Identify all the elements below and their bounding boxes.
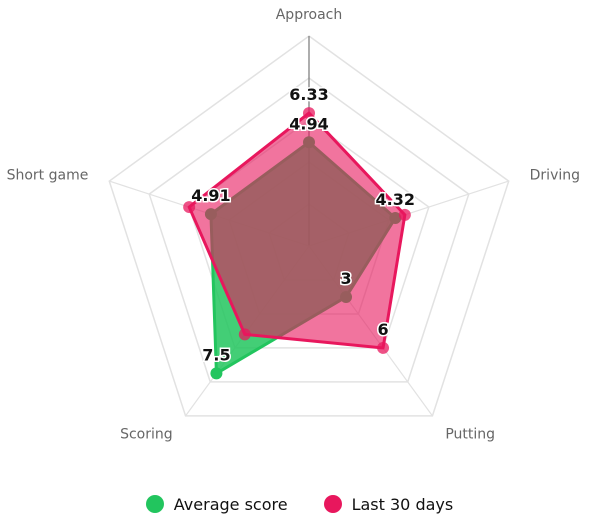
point-last-30-days-short-game[interactable]	[183, 201, 196, 214]
point-average-score-scoring[interactable]	[210, 367, 223, 380]
grid-ring-5	[108, 35, 510, 417]
grid-ring-4	[148, 77, 470, 383]
axis-label-approach: Approach	[276, 7, 343, 23]
value-label-average-score-short-game: 4.91	[191, 186, 230, 205]
point-last-30-days-putting[interactable]	[377, 341, 390, 354]
series-area-last-30-days	[187, 111, 407, 350]
value-label-average-score-driving: 4.32	[376, 190, 415, 209]
value-label-average-score-scoring: 7.5	[202, 345, 230, 364]
legend-item-last-30-days[interactable]: Last 30 days	[323, 494, 454, 514]
axis-labels: Approach Driving Putting Scoring Short game	[7, 7, 580, 443]
axis-label-short-game: Short game	[7, 167, 89, 183]
value-label-average-score-putting: 3	[340, 269, 351, 288]
axis-label-putting: Putting	[445, 427, 495, 443]
value-label-last-30-days-approach: 6.33	[289, 85, 328, 104]
point-last-30-days-driving[interactable]	[398, 208, 411, 221]
legend-label-last-30-days: Last 30 days	[351, 494, 454, 514]
value-label-last-30-days-putting: 6	[377, 320, 388, 339]
point-last-30-days-approach[interactable]	[303, 107, 315, 120]
legend-marker-average-score	[145, 495, 164, 513]
value-label-average-score-approach: 4.94	[289, 114, 328, 133]
legend: Average score Last 30 days	[0, 492, 599, 516]
legend-label-average-score: Average score	[173, 494, 288, 514]
axis-label-scoring: Scoring	[120, 427, 173, 443]
axis-label-driving: Driving	[530, 167, 580, 183]
legend-marker-last-30-days	[323, 495, 342, 513]
series-last-30-days	[183, 107, 411, 354]
legend-item-average-score[interactable]: Average score	[145, 494, 288, 514]
radar-series	[183, 107, 411, 380]
value-labels: 4.94 4.32 3 7.5 4.91 6.33 6	[190, 84, 417, 366]
point-last-30-days-scoring[interactable]	[238, 328, 251, 341]
